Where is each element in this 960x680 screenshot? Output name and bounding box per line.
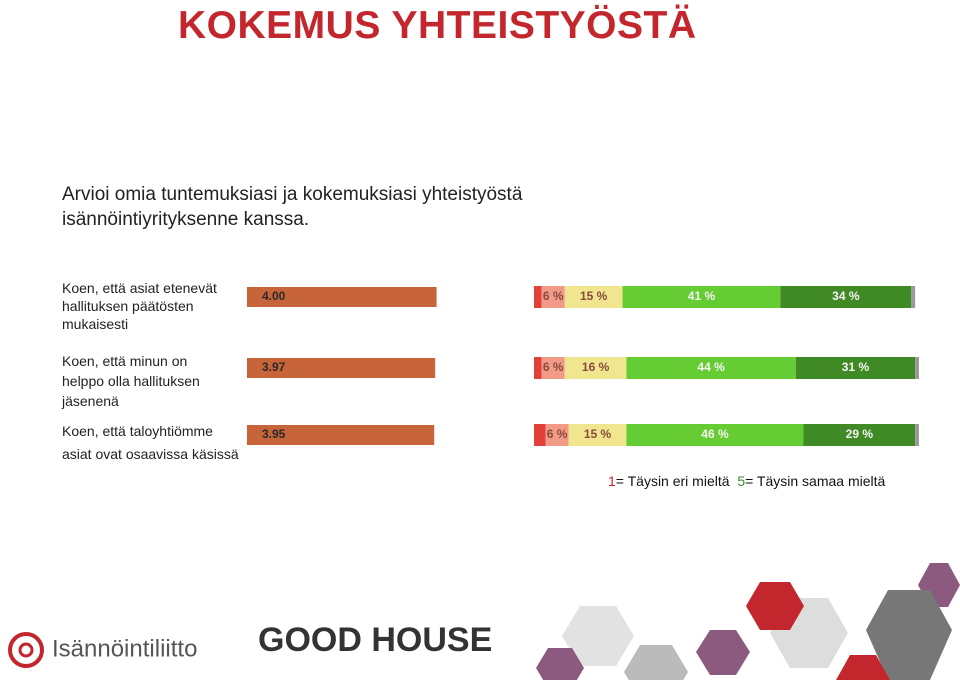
subtitle: Arvioi omia tuntemuksiasi ja kokemuksias… — [62, 184, 523, 230]
value-label: 6 % — [543, 360, 564, 374]
note-key: 5 — [737, 473, 746, 489]
note-key: 1 — [608, 473, 616, 489]
row-label: Koen, että minun on helppo olla hallituk… — [62, 353, 200, 409]
value-label: 46 % — [701, 427, 729, 441]
stack-segment — [568, 424, 627, 446]
stack-segment — [534, 286, 542, 308]
stack-segment — [622, 286, 781, 308]
stack-segment — [911, 286, 916, 308]
value-label: 41 % — [688, 289, 716, 303]
slide-title: KOKEMUS YHTEISTYÖSTÄ — [178, 4, 697, 47]
stack-segment — [915, 424, 919, 446]
value-label: 16 % — [582, 360, 610, 374]
stack-segment — [534, 424, 546, 446]
stack-segment — [626, 357, 796, 379]
value-label: 15 % — [580, 289, 608, 303]
value-label: 31 % — [842, 360, 870, 374]
value-label: 3.95 — [262, 427, 286, 441]
note-text: = Täysin samaa mieltä — [745, 473, 886, 489]
value-label: 3.97 — [262, 360, 286, 374]
scale-note: 1= Täysin eri mieltä 5= Täysin samaa mie… — [608, 473, 885, 489]
stack-segment — [545, 424, 569, 446]
mean-bar — [247, 425, 435, 445]
value-label: 34 % — [832, 289, 860, 303]
mean-bar — [247, 287, 437, 307]
stack-segment — [780, 286, 912, 308]
stack-segment — [564, 286, 623, 308]
value-label: 29 % — [846, 427, 874, 441]
value-label: 4.00 — [262, 289, 286, 303]
value-label: 44 % — [697, 360, 725, 374]
logo-text: GOOD HOUSE — [258, 621, 492, 659]
value-label: 6 % — [547, 427, 568, 441]
row-label: Koen, että taloyhtiömme asiat ovat osaav… — [62, 423, 239, 462]
stack-segment — [534, 357, 542, 379]
stack-segment — [626, 424, 804, 446]
row-label: Koen, että asiat etenevät hallituksen pä… — [62, 280, 217, 332]
stack-segment — [541, 357, 565, 379]
note-text: = Täysin eri mieltä — [615, 473, 730, 489]
decoration — [8, 563, 960, 680]
stack-segment — [803, 424, 916, 446]
stack-segment — [795, 357, 916, 379]
stack-segment — [564, 357, 627, 379]
mean-bar — [247, 358, 436, 378]
value-label: 6 % — [543, 289, 564, 303]
value-label: 15 % — [584, 427, 612, 441]
logo-text: Isännöintiliitto — [52, 635, 197, 662]
stack-segment — [541, 286, 565, 308]
stack-segment — [915, 357, 919, 379]
